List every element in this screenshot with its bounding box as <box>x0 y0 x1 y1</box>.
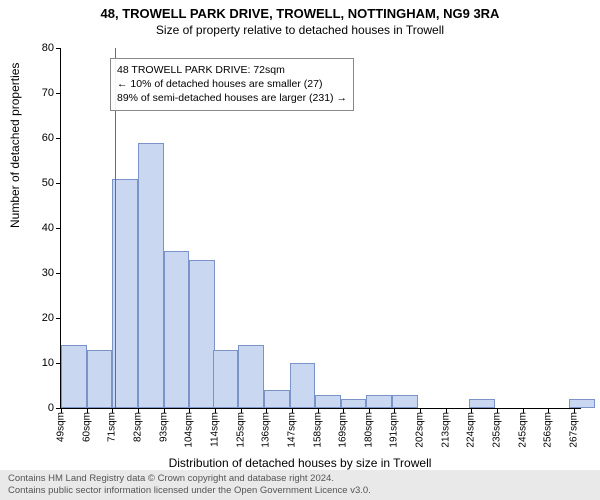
histogram-bar <box>569 399 595 408</box>
plot-wrap: 49sqm60sqm71sqm82sqm93sqm104sqm114sqm125… <box>60 48 580 408</box>
chart-title: 48, TROWELL PARK DRIVE, TROWELL, NOTTING… <box>0 0 600 21</box>
chart-container: 48, TROWELL PARK DRIVE, TROWELL, NOTTING… <box>0 0 600 500</box>
y-tick-mark <box>56 93 61 94</box>
y-tick-mark <box>56 138 61 139</box>
y-tick-label: 60 <box>24 132 54 144</box>
x-tick-label: 213sqm <box>440 412 451 448</box>
x-tick-label: 235sqm <box>492 412 503 448</box>
histogram-bar <box>341 399 367 408</box>
y-tick-label: 50 <box>24 177 54 189</box>
x-tick-label: 104sqm <box>184 412 195 448</box>
x-tick-label: 224sqm <box>466 412 477 448</box>
histogram-bar <box>469 399 495 408</box>
x-axis-label: Distribution of detached houses by size … <box>0 456 600 470</box>
x-tick-label: 136sqm <box>261 412 272 448</box>
x-tick-label: 114sqm <box>209 412 220 447</box>
histogram-bar <box>213 350 239 409</box>
y-tick-label: 80 <box>24 42 54 54</box>
annotation-line2: ← 10% of detached houses are smaller (27… <box>117 77 347 91</box>
x-tick-label: 256sqm <box>543 412 554 448</box>
x-tick-label: 180sqm <box>363 412 374 448</box>
y-tick-label: 30 <box>24 267 54 279</box>
y-tick-mark <box>56 273 61 274</box>
y-tick-label: 10 <box>24 357 54 369</box>
attribution-line2: Contains public sector information licen… <box>8 485 592 497</box>
x-tick-label: 147sqm <box>286 412 297 448</box>
annotation-box: 48 TROWELL PARK DRIVE: 72sqm ← 10% of de… <box>110 58 354 111</box>
histogram-bar <box>112 179 138 409</box>
y-tick-mark <box>56 183 61 184</box>
attribution-line1: Contains HM Land Registry data © Crown c… <box>8 473 592 485</box>
histogram-bar <box>366 395 392 409</box>
histogram-bar <box>189 260 215 409</box>
x-tick-label: 49sqm <box>56 412 67 442</box>
y-tick-label: 70 <box>24 87 54 99</box>
annotation-line1: 48 TROWELL PARK DRIVE: 72sqm <box>117 63 347 77</box>
x-tick-label: 71sqm <box>107 412 118 442</box>
x-tick-label: 169sqm <box>338 412 349 448</box>
histogram-bar <box>87 350 113 409</box>
y-tick-mark <box>56 318 61 319</box>
x-tick-label: 202sqm <box>415 412 426 448</box>
chart-subtitle: Size of property relative to detached ho… <box>0 21 600 37</box>
x-tick-label: 245sqm <box>517 412 528 448</box>
x-tick-label: 158sqm <box>312 412 323 448</box>
x-tick-label: 125sqm <box>235 412 246 448</box>
x-tick-label: 82sqm <box>132 412 143 442</box>
histogram-bar <box>264 390 290 408</box>
histogram-bar <box>290 363 316 408</box>
x-tick-label: 93sqm <box>158 412 169 442</box>
annotation-line3: 89% of semi-detached houses are larger (… <box>117 91 347 105</box>
histogram-bar <box>164 251 190 409</box>
histogram-bar <box>315 395 341 409</box>
x-tick-label: 191sqm <box>389 412 400 448</box>
y-tick-mark <box>56 228 61 229</box>
y-tick-label: 40 <box>24 222 54 234</box>
y-tick-label: 20 <box>24 312 54 324</box>
y-tick-label: 0 <box>24 402 54 414</box>
histogram-bar <box>392 395 418 409</box>
y-axis-label: Number of detached properties <box>8 63 22 228</box>
y-tick-mark <box>56 48 61 49</box>
x-tick-label: 267sqm <box>569 412 580 448</box>
histogram-bar <box>61 345 87 408</box>
histogram-bar <box>138 143 164 409</box>
attribution-footer: Contains HM Land Registry data © Crown c… <box>0 470 600 500</box>
x-tick-label: 60sqm <box>81 412 92 442</box>
histogram-bar <box>238 345 264 408</box>
